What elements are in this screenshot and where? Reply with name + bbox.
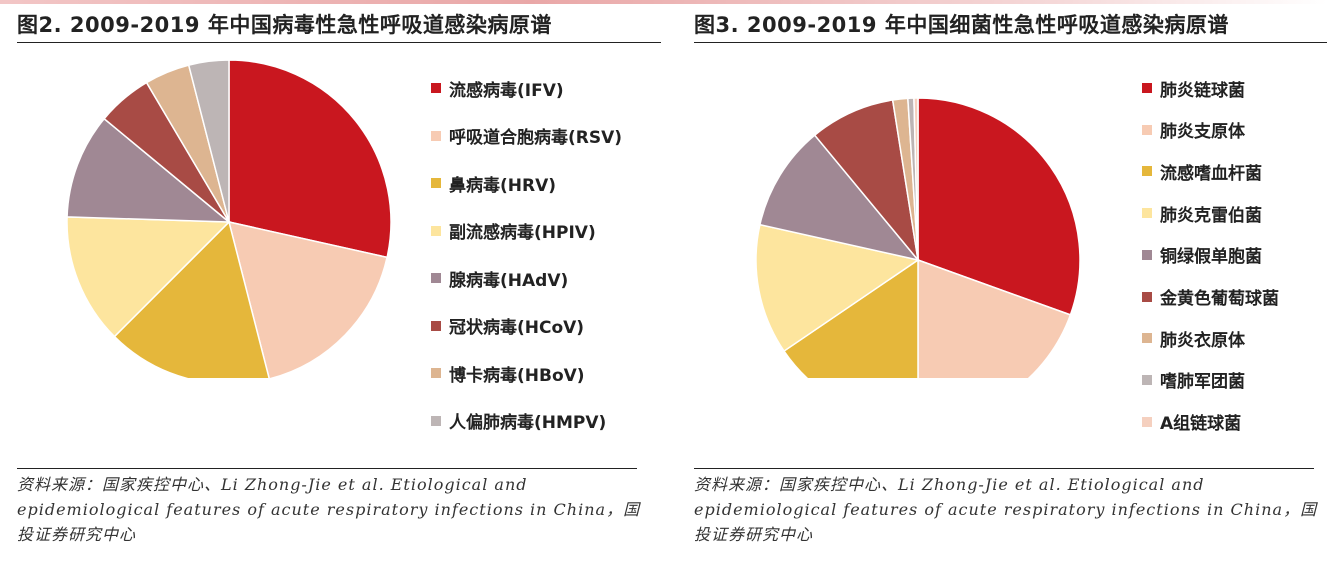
legend-label: 鼻病毒(HRV) (449, 175, 557, 196)
legend-swatch (431, 130, 441, 141)
pie-slice (755, 223, 920, 353)
legend-item: 肺炎支原体 (1142, 118, 1245, 142)
legend-swatch (1142, 208, 1152, 219)
pie-slice (66, 117, 232, 223)
legend-label: 呼吸道合胞病毒(RSV) (449, 128, 623, 148)
legend-label: 嗜肺军团菌 (1160, 372, 1245, 393)
legend-label: 副流感病毒(HPIV) (449, 223, 596, 243)
pie-slice (228, 59, 392, 259)
legend-label: 肺炎链球菌 (1160, 80, 1245, 101)
pie-chart-viral (66, 59, 392, 378)
pie-slice (917, 258, 1072, 378)
legend-label: 肺炎克雷伯菌 (1160, 205, 1262, 226)
legend-swatch (431, 415, 441, 426)
legend-label: 金黄色葡萄球菌 (1160, 289, 1279, 309)
legend-item: 人偏肺病毒(HMPV) (431, 409, 606, 433)
source-note: 资料来源：国家疾控中心、Li Zhong-Jie et al. Etiologi… (17, 475, 641, 544)
legend-swatch (1142, 83, 1152, 93)
legend-item: 博卡病毒(HBoV) (431, 361, 585, 386)
legend-item: 嗜肺军团菌 (1142, 368, 1245, 392)
pie-slice (913, 97, 919, 261)
legend-swatch (431, 368, 441, 378)
pie-chart-bacterial (755, 97, 1081, 378)
legend-item: 肺炎链球菌 (1142, 76, 1245, 101)
legend-item: 副流感病毒(HPIV) (431, 219, 596, 243)
source-divider (17, 468, 637, 469)
pie-slice (187, 59, 230, 223)
legend-swatch (1142, 124, 1152, 135)
legend-item: 金黄色葡萄球菌 (1142, 285, 1279, 309)
figure-panel-viral: 图2. 2009-2019 年中国病毒性急性呼吸道感染病原谱 流感病毒(IFV)… (13, 8, 661, 558)
pie-slice (113, 220, 270, 378)
figure-panel-bacterial: 图3. 2009-2019 年中国细菌性急性呼吸道感染病原谱 肺炎链球菌肺炎支原… (690, 8, 1327, 558)
legend-label: 冠状病毒(HCoV) (449, 318, 585, 338)
legend-swatch (1142, 374, 1152, 385)
legend-label: A组链球菌 (1160, 414, 1242, 435)
legend-label: 流感病毒(IFV) (449, 80, 564, 101)
legend-item: 腺病毒(HAdV) (431, 266, 569, 291)
pie-slice (759, 134, 920, 262)
legend-item: 流感病毒(IFV) (431, 76, 564, 101)
top-accent-bar (0, 0, 1327, 4)
pie-slice (227, 221, 388, 378)
legend-swatch (431, 178, 441, 188)
legend-label: 肺炎衣原体 (1160, 330, 1245, 351)
pie-slice (813, 99, 920, 263)
legend-label: 流感嗜血杆菌 (1160, 163, 1262, 184)
chart-title: 图3. 2009-2019 年中国细菌性急性呼吸道感染病原谱 (694, 13, 1229, 37)
pie-slice (782, 258, 919, 378)
title-divider (694, 42, 1327, 43)
legend-swatch (1142, 249, 1152, 260)
legend-swatch (1142, 291, 1152, 302)
legend-label: 肺炎支原体 (1160, 122, 1245, 143)
legend-label: 人偏肺病毒(HMPV) (449, 413, 607, 433)
legend-swatch (431, 225, 441, 236)
pie-slice (66, 216, 231, 338)
source-divider (694, 468, 1314, 469)
pie-slice (917, 97, 1081, 316)
title-divider (17, 42, 661, 43)
source-note: 资料来源：国家疾控中心、Li Zhong-Jie et al. Etiologi… (694, 475, 1318, 544)
legend-item: 呼吸道合胞病毒(RSV) (431, 124, 622, 148)
legend-item: A组链球菌 (1142, 410, 1241, 434)
legend-item: 鼻病毒(HRV) (431, 171, 557, 196)
legend-swatch (431, 83, 441, 93)
legend-item: 冠状病毒(HCoV) (431, 314, 584, 338)
legend-swatch (431, 273, 441, 283)
legend-swatch (1142, 333, 1152, 344)
legend-label: 博卡病毒(HBoV) (449, 365, 585, 386)
legend-item: 肺炎衣原体 (1142, 326, 1245, 351)
chart-title: 图2. 2009-2019 年中国病毒性急性呼吸道感染病原谱 (17, 13, 552, 37)
legend-label: 铜绿假单胞菌 (1160, 247, 1262, 268)
legend-item: 流感嗜血杆菌 (1142, 159, 1262, 184)
legend-swatch (1142, 166, 1152, 177)
legend-swatch (431, 320, 441, 331)
legend-item: 铜绿假单胞菌 (1142, 243, 1262, 267)
legend-swatch (1142, 416, 1152, 427)
legend-label: 腺病毒(HAdV) (449, 270, 569, 291)
legend-item: 肺炎克雷伯菌 (1142, 201, 1262, 226)
